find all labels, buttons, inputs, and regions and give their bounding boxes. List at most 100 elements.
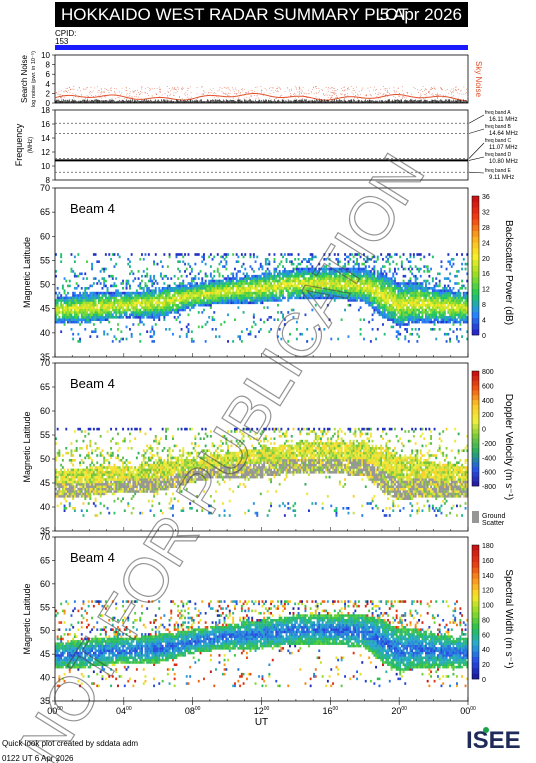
scatter-cell bbox=[385, 272, 388, 276]
scatter-cell bbox=[271, 296, 274, 300]
sky-noise-dot bbox=[360, 97, 362, 98]
sky-noise-dot bbox=[344, 98, 345, 99]
scatter-cell bbox=[103, 318, 106, 322]
scatter-cell bbox=[354, 274, 357, 278]
scatter-cell bbox=[380, 272, 383, 276]
scatter-cell bbox=[61, 487, 64, 491]
scatter-cell bbox=[338, 294, 341, 297]
scatter-cell bbox=[147, 311, 150, 314]
scatter-cell bbox=[247, 274, 250, 278]
scatter-cell bbox=[56, 475, 59, 479]
scatter-cell bbox=[91, 475, 94, 479]
sky-noise-dot bbox=[299, 87, 300, 89]
scatter-cell bbox=[382, 258, 384, 261]
sky-noise-dot bbox=[328, 87, 329, 88]
scatter-cell bbox=[91, 478, 94, 481]
scatter-cell bbox=[142, 306, 145, 309]
scatter-cell bbox=[435, 284, 438, 288]
sky-noise-dot bbox=[398, 87, 399, 89]
scatter-cell bbox=[443, 289, 446, 293]
scatter-cell bbox=[435, 296, 438, 300]
freq-band-pointer bbox=[468, 142, 485, 159]
scatter-cell bbox=[187, 287, 190, 290]
scatter-cell bbox=[314, 287, 317, 290]
scatter-cell bbox=[98, 487, 100, 491]
scatter-cell bbox=[371, 255, 374, 259]
scatter-cell bbox=[187, 289, 190, 293]
scatter-cell bbox=[302, 294, 305, 297]
scatter-cell bbox=[144, 299, 147, 302]
scatter-cell bbox=[421, 316, 424, 319]
scatter-cell bbox=[103, 483, 106, 486]
scatter-cell bbox=[135, 306, 138, 309]
scatter-cell bbox=[419, 287, 422, 290]
sky-noise-dot bbox=[419, 90, 421, 91]
scatter-cell bbox=[96, 514, 99, 517]
sky-noise-dot bbox=[312, 89, 313, 90]
scatter-cell bbox=[407, 267, 410, 271]
scatter-cell bbox=[244, 294, 247, 297]
scatter-cell bbox=[371, 306, 374, 309]
scatter-cell bbox=[385, 316, 388, 319]
scatter-cell bbox=[275, 267, 278, 271]
scatter-cell bbox=[91, 313, 94, 317]
scatter-cell bbox=[254, 323, 257, 326]
scatter-cell bbox=[103, 311, 106, 314]
sky-noise-dot bbox=[374, 86, 375, 88]
sky-noise-dot bbox=[335, 97, 337, 99]
scatter-cell bbox=[311, 253, 314, 256]
scatter-cell bbox=[259, 287, 262, 290]
scatter-cell bbox=[158, 308, 161, 312]
scatter-cell bbox=[211, 289, 214, 293]
scatter-cell bbox=[165, 291, 168, 295]
sky-noise-dot bbox=[423, 94, 425, 95]
scatter-cell bbox=[240, 253, 243, 256]
sky-noise-dot bbox=[252, 92, 254, 93]
sky-noise-dot bbox=[266, 89, 267, 91]
sky-noise-dot bbox=[174, 88, 175, 89]
scatter-cell bbox=[273, 270, 276, 273]
scatter-cell bbox=[392, 306, 395, 309]
scatter-cell bbox=[376, 306, 379, 309]
scatter-cell bbox=[352, 255, 355, 259]
scatter-cell bbox=[115, 277, 118, 280]
scatter-cell bbox=[443, 284, 446, 288]
scatter-cell bbox=[161, 287, 164, 290]
scatter-cell bbox=[459, 323, 462, 326]
scatter-cell bbox=[221, 265, 224, 268]
scatter-cell bbox=[117, 306, 119, 309]
scatter-cell bbox=[106, 332, 109, 336]
scatter-cell bbox=[285, 289, 288, 293]
scatter-cell bbox=[151, 306, 154, 309]
scatter-cell bbox=[394, 284, 396, 288]
scatter-cell bbox=[437, 272, 439, 276]
scatter-cell bbox=[263, 291, 266, 295]
scatter-cell bbox=[461, 284, 464, 288]
scatter-cell bbox=[61, 483, 64, 486]
scatter-cell bbox=[103, 316, 106, 319]
scatter-cell bbox=[80, 487, 83, 491]
scatter-cell bbox=[450, 299, 453, 302]
scatter-cell bbox=[290, 284, 293, 288]
scatter-cell bbox=[206, 289, 209, 293]
scatter-cell bbox=[84, 308, 87, 312]
scatter-cell bbox=[368, 265, 371, 268]
scatter-cell bbox=[246, 282, 248, 285]
scatter-cell bbox=[163, 303, 166, 307]
sky-noise-dot bbox=[378, 92, 380, 94]
sky-noise-dot bbox=[140, 91, 141, 92]
scatter-cell bbox=[440, 301, 443, 305]
scatter-cell bbox=[242, 284, 245, 288]
scatter-cell bbox=[337, 274, 340, 278]
sky-noise-dot bbox=[296, 87, 297, 89]
scatter-cell bbox=[359, 277, 362, 280]
scatter-cell bbox=[170, 299, 173, 302]
scatter-cell bbox=[221, 294, 224, 297]
scatter-cell bbox=[113, 499, 116, 503]
scatter-cell bbox=[194, 262, 197, 266]
scatter-cell bbox=[185, 289, 188, 293]
scatter-cell bbox=[433, 318, 436, 322]
scatter-cell bbox=[261, 299, 264, 302]
scatter-cell bbox=[416, 299, 419, 302]
scatter-cell bbox=[89, 463, 92, 467]
